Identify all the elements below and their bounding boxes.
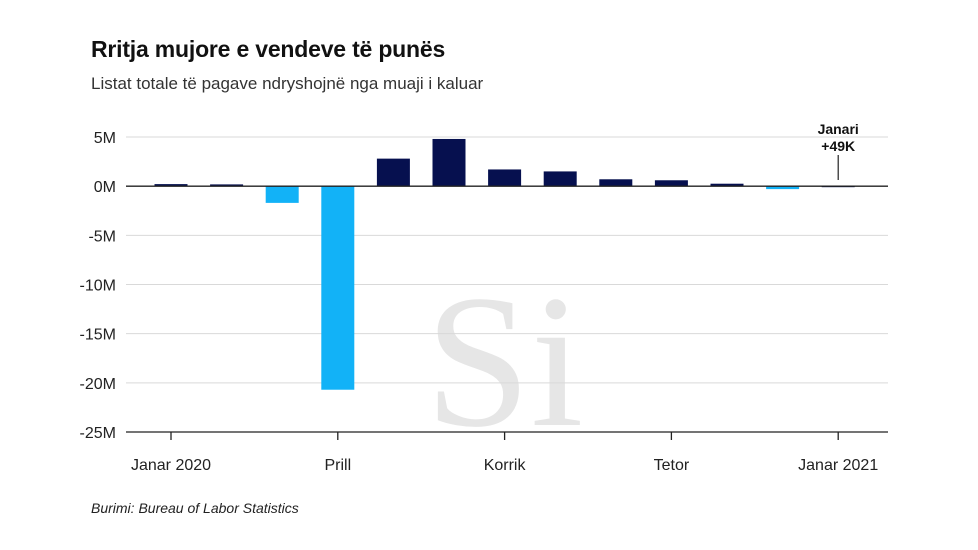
y-tick-label: -20M xyxy=(80,376,116,393)
bar-12 xyxy=(766,186,800,190)
bar-7 xyxy=(488,169,522,187)
x-tick-label: Janar 2021 xyxy=(798,457,878,474)
bar-10 xyxy=(654,180,688,187)
bar-8 xyxy=(543,171,577,187)
x-tick-label: Tetor xyxy=(654,457,690,474)
bar-9 xyxy=(599,179,633,187)
bar-6 xyxy=(432,138,466,187)
bar-4 xyxy=(321,186,355,390)
y-axis-labels: 5M 0M -5M -10M -15M -20M -25M xyxy=(80,130,116,442)
y-tick-label: -15M xyxy=(80,327,116,344)
bar-3 xyxy=(265,186,299,203)
annotation-text: +49K xyxy=(821,138,855,154)
y-tick-label: 5M xyxy=(94,130,116,147)
annotation: Janari+49K xyxy=(818,121,859,180)
bar-11 xyxy=(710,183,744,187)
y-tick-label: -25M xyxy=(80,425,116,442)
x-axis: Janar 2020 Prill Korrik Tetor Janar 2021 xyxy=(126,431,888,474)
y-tick-label: -10M xyxy=(80,278,116,295)
y-tick-label: -5M xyxy=(88,228,116,245)
x-tick-label: Janar 2020 xyxy=(131,457,211,474)
x-tick-label: Prill xyxy=(324,457,351,474)
bar-5 xyxy=(376,158,410,187)
source-note: Burimi: Bureau of Labor Statistics xyxy=(91,500,299,516)
chart-title: Rritja mujore e vendeve të punës xyxy=(91,36,446,62)
chart-subtitle: Listat totale të pagave ndryshojnë nga m… xyxy=(91,74,484,93)
bar-1 xyxy=(154,184,188,187)
grid-lines xyxy=(126,136,888,384)
annotation-text: Janari xyxy=(818,121,859,137)
bar-2 xyxy=(210,184,244,187)
x-tick-label: Korrik xyxy=(484,457,527,474)
y-tick-label: 0M xyxy=(94,179,116,196)
bars xyxy=(154,138,855,390)
